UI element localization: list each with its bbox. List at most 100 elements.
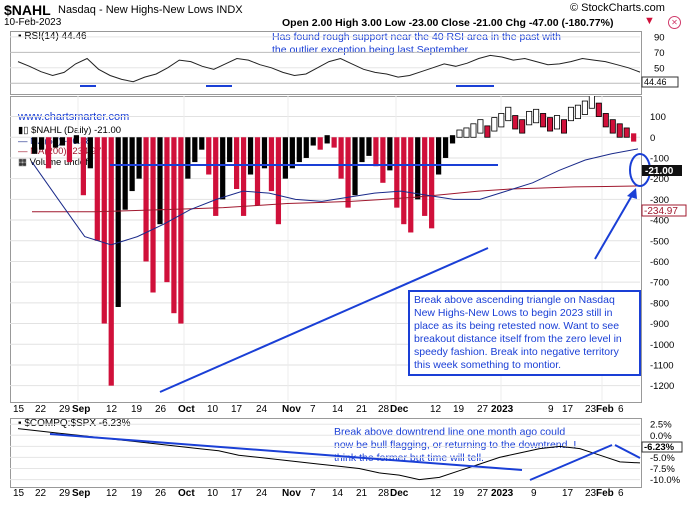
- quote-line: Open 2.00 High 3.00 Low -23.00 Close -21…: [282, 17, 614, 29]
- x-tick-5: 19: [131, 404, 143, 415]
- xb-tick-4: 12: [106, 488, 118, 499]
- xb-tick-13: 14: [332, 488, 344, 499]
- price-candle: [616, 123, 623, 138]
- price-bar: [289, 137, 295, 169]
- xb-tick-20: 2023: [491, 488, 514, 499]
- price-candle: [581, 100, 588, 115]
- flag-line: [614, 444, 641, 459]
- price-tick-label: -1100: [650, 360, 674, 371]
- xb-tick-3: Sep: [72, 488, 91, 499]
- price-candle: [554, 115, 561, 130]
- close-icon[interactable]: ✕: [668, 16, 681, 29]
- price-bar: [408, 137, 414, 233]
- price-bar: [415, 137, 421, 200]
- price-bar: [449, 135, 456, 144]
- price-bar: [206, 137, 212, 175]
- chart-date: 10-Feb-2023: [4, 17, 62, 28]
- rsi-line: [17, 54, 641, 83]
- uptrend-line: [529, 444, 613, 481]
- price-tick-label: -400: [650, 216, 669, 227]
- price-bar: [234, 137, 240, 190]
- compare-label-text: $COMPQ:$SPX -6.23%: [24, 418, 131, 429]
- price-bar: [303, 137, 309, 158]
- price-bar: [185, 137, 191, 179]
- price-bar: [80, 137, 86, 196]
- compare-label: ▪ $COMPQ:$SPX -6.23%: [18, 418, 130, 429]
- price-bar: [442, 137, 449, 158]
- x-axis-main: 15 22 29 Sep 12 19 26 Oct 10 17 24 Nov 7…: [10, 404, 640, 417]
- rsi-grid: [10, 36, 640, 84]
- price-candle: [463, 127, 470, 138]
- price-bar: [331, 137, 337, 148]
- price-candle: [477, 119, 484, 134]
- x-tick-21: 9: [548, 404, 554, 415]
- price-bar: [240, 137, 247, 216]
- compare-tick-label: 2.5%: [650, 420, 672, 431]
- arrow-line: [594, 191, 635, 260]
- xb-tick-14: 21: [356, 488, 368, 499]
- price-bar: [66, 137, 73, 163]
- x-tick-8: 10: [207, 404, 219, 415]
- copyright-label: © StockCharts.com: [570, 2, 665, 14]
- price-bar: [45, 137, 52, 169]
- xb-tick-15: 28: [378, 488, 390, 499]
- x-tick-7: Oct: [178, 404, 195, 415]
- xb-tick-5: 19: [131, 488, 143, 499]
- x-tick-24: Feb: [596, 404, 614, 415]
- rsi-tag-box: [641, 76, 679, 88]
- xb-tick-1: 22: [35, 488, 47, 499]
- price-candle: [526, 110, 533, 126]
- price-bar: [122, 137, 128, 210]
- price-tick-label: 0: [650, 133, 655, 144]
- price-bar: [59, 137, 66, 146]
- rsi-tick-label: 90: [654, 32, 665, 43]
- price-tick-label: -900: [650, 319, 669, 330]
- price-bar: [213, 137, 219, 216]
- compare-note: Break above downtrend line one month ago…: [334, 426, 577, 464]
- price-candle: [547, 117, 554, 132]
- price-bar: [32, 137, 38, 154]
- price-candle: [574, 104, 581, 120]
- price-bar: [436, 137, 442, 175]
- price-candle: [540, 113, 547, 128]
- price-bar: [115, 137, 121, 307]
- close-tag-box: [642, 165, 682, 176]
- price-bar: [275, 137, 282, 225]
- compare-tag-box: [641, 441, 683, 453]
- x-tick-0: 15: [13, 404, 25, 415]
- close-tag: -21.00: [645, 166, 674, 177]
- price-bar: [143, 137, 149, 262]
- x-tick-19: 27: [477, 404, 489, 415]
- x-tick-15: 28: [378, 404, 390, 415]
- price-candle: [623, 127, 630, 138]
- legend-volume-text: Volume undef: [29, 156, 88, 168]
- compare-tick-label: -5.0%: [650, 453, 675, 464]
- xb-tick-7: Oct: [178, 488, 195, 499]
- xb-tick-17: 12: [430, 488, 442, 499]
- price-candle: [505, 106, 512, 122]
- x-tick-10: 24: [256, 404, 268, 415]
- downtrend-line: [49, 433, 523, 471]
- price-tick-label: -300: [650, 195, 669, 206]
- price-bar: [108, 137, 114, 386]
- price-tick-label: -1000: [650, 340, 674, 351]
- compare-tag: -6.23%: [644, 442, 675, 453]
- price-candle: [512, 115, 519, 130]
- xb-tick-16: Dec: [390, 488, 409, 499]
- quote-arrow-icon: ▼: [644, 15, 655, 27]
- xb-tick-25: 6: [618, 488, 624, 499]
- price-bar: [38, 137, 45, 150]
- price-bar: [261, 137, 268, 169]
- price-candle: [491, 117, 498, 132]
- xb-tick-11: Nov: [282, 488, 301, 499]
- price-bar: [352, 137, 358, 196]
- x-tick-13: 14: [332, 404, 344, 415]
- price-tick-label: -800: [650, 298, 669, 309]
- price-candle: [567, 106, 574, 122]
- price-bar: [429, 137, 435, 229]
- x-tick-3: Sep: [72, 404, 91, 415]
- xb-tick-10: 24: [256, 488, 268, 499]
- price-tick-label: -100: [650, 153, 669, 164]
- legend-ma200: — MA(200) -234.97: [18, 146, 102, 157]
- xb-tick-9: 17: [231, 488, 243, 499]
